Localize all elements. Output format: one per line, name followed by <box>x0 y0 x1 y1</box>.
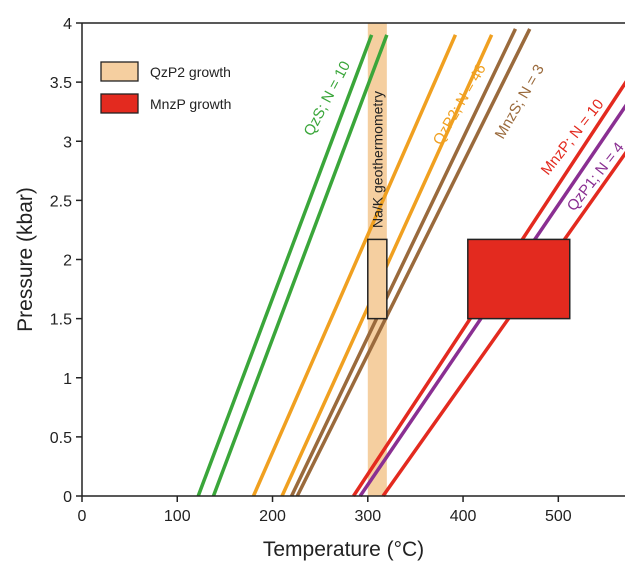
x-tick-label: 300 <box>354 508 381 525</box>
y-tick-label: 2.5 <box>50 193 72 210</box>
y-tick-label: 1.5 <box>50 312 72 329</box>
x-tick-label: 500 <box>545 508 572 525</box>
series-line-red-2 <box>381 150 625 498</box>
legend-label: QzP2 growth <box>150 64 231 80</box>
band-label: Na/K geothermometry <box>369 91 385 228</box>
x-tick-label: 400 <box>450 508 477 525</box>
y-tick-label: 2 <box>63 253 72 270</box>
x-tick-label: 100 <box>164 508 191 525</box>
legend-swatch <box>100 93 139 114</box>
mnzp-growth-box <box>467 238 571 320</box>
line-label-brown: MnzS; N = 3 <box>492 62 548 142</box>
qzp2-growth-box <box>367 238 388 320</box>
series-line-brown-2 <box>295 28 532 497</box>
series-line-brown-1 <box>290 28 518 497</box>
y-tick-label: 0 <box>63 489 72 506</box>
series-line-green-1 <box>196 34 374 497</box>
legend-label: MnzP growth <box>150 96 231 112</box>
legend: QzP2 growth MnzP growth <box>100 61 231 114</box>
series-line-green-2 <box>211 34 389 497</box>
x-tick-label: 200 <box>259 508 286 525</box>
y-axis-title: Pressure (kbar) <box>14 187 37 332</box>
y-tick-label: 0.5 <box>50 430 72 447</box>
y-tick-label: 3.5 <box>50 75 72 92</box>
y-tick-label: 3 <box>63 134 72 151</box>
x-axis-title: Temperature (°C) <box>263 538 424 561</box>
y-tick-label: 4 <box>63 16 72 33</box>
legend-swatch <box>100 61 139 82</box>
y-tick-label: 1 <box>63 371 72 388</box>
series-line-orange-1 <box>251 34 458 497</box>
plot-area <box>196 23 625 498</box>
x-tick-label: 0 <box>78 508 87 525</box>
